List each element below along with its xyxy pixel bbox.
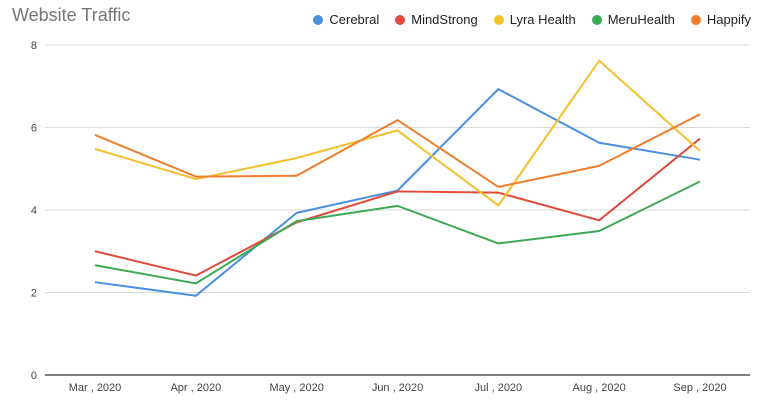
legend-swatch <box>690 14 701 25</box>
y-tick-label: 4 <box>31 205 37 217</box>
legend-item-meruhealth[interactable]: MeruHealth <box>591 12 675 27</box>
x-tick-label: Jun , 2020 <box>372 382 423 394</box>
series-line-mindstrong[interactable] <box>94 137 701 277</box>
legend-label: Cerebral <box>329 12 380 27</box>
legend-item-lyra-health[interactable]: Lyra Health <box>493 12 576 27</box>
legend-swatch <box>591 14 602 25</box>
legend-item-cerebral[interactable]: Cerebral <box>313 12 379 27</box>
x-tick-label: May , 2020 <box>269 382 323 394</box>
chart-title: Website Traffic <box>12 5 131 25</box>
chart-legend: Cerebral MindStrong Lyra Health MeruHealth H… <box>313 12 751 27</box>
legend-label: Lyra Health <box>509 12 576 27</box>
y-tick-label: 6 <box>31 123 37 135</box>
series-line-lyra-health[interactable] <box>94 59 701 207</box>
series-line-happify[interactable] <box>94 113 701 188</box>
x-tick-label: Sep , 2020 <box>673 382 726 394</box>
legend-swatch <box>313 14 324 25</box>
legend-swatch <box>395 14 406 25</box>
y-tick-label: 2 <box>31 288 37 300</box>
x-tick-label: Apr , 2020 <box>170 382 221 394</box>
legend-item-happify[interactable]: Happify <box>690 12 751 27</box>
x-tick-label: Aug , 2020 <box>573 382 626 394</box>
legend-item-mindstrong[interactable]: MindStrong <box>395 12 478 27</box>
legend-label: Happify <box>706 12 751 27</box>
legend-swatch <box>493 14 504 25</box>
series-line-meruhealth[interactable] <box>94 180 701 285</box>
y-tick-label: 8 <box>31 40 37 52</box>
legend-label: MeruHealth <box>607 12 675 27</box>
y-tick-label: 0 <box>31 370 37 382</box>
x-tick-label: Mar , 2020 <box>69 382 122 394</box>
legend-label: MindStrong <box>411 12 478 27</box>
x-tick-label: Jul , 2020 <box>474 382 522 394</box>
